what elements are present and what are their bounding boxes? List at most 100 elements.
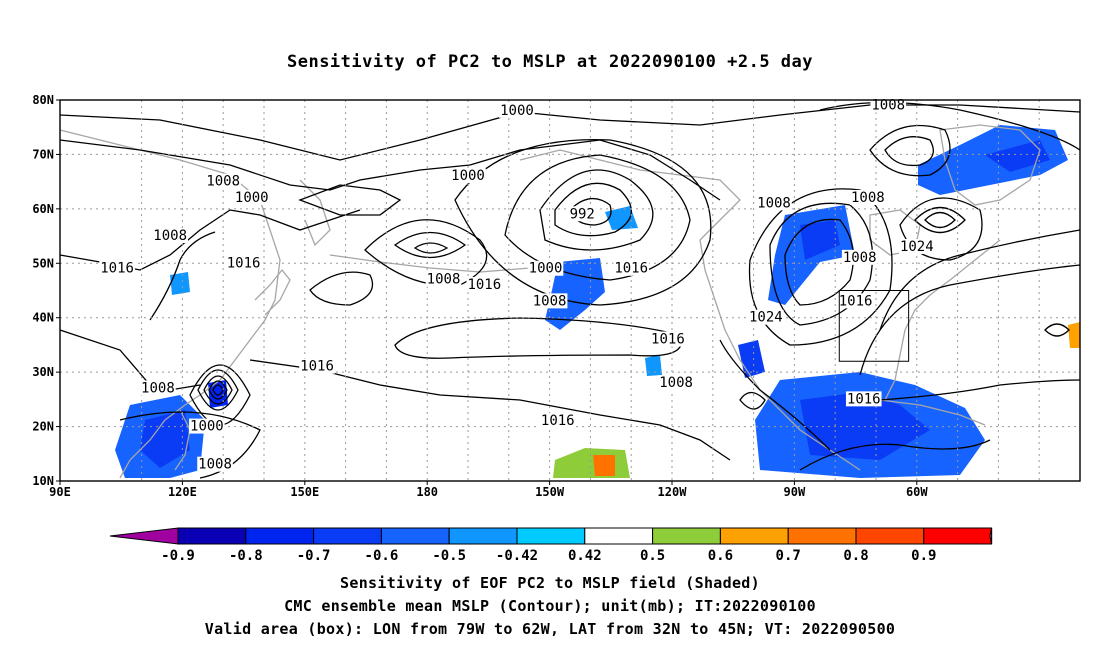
contour-label: 1016: [227, 255, 261, 271]
colorbar-segment: [855, 527, 925, 545]
contour-label: 1000: [190, 419, 224, 435]
contour-ne-1: [819, 101, 1081, 151]
contour-label: 992: [570, 206, 595, 222]
colorbar-tick-label: 0.7: [776, 548, 801, 564]
shade-small-2: [645, 355, 662, 376]
map-title: Sensitivity of PC2 to MSLP at 2022090100…: [286, 52, 813, 72]
coast-caribbean: [879, 399, 986, 426]
contour-g: [364, 219, 488, 287]
lon-tick-label: 180: [416, 485, 438, 499]
contour-low-east-1: [914, 206, 966, 234]
contour-label-bg: [845, 391, 882, 407]
typhoon-ring-3: [208, 380, 228, 400]
contour-label: 1016: [100, 261, 134, 277]
contour-label: 1008: [757, 195, 791, 211]
lon-tick-label: 150E: [290, 485, 319, 499]
contour-low-east-2: [924, 211, 956, 229]
contour-greenland-low-2: [884, 136, 934, 167]
contour-label-bg: [225, 255, 262, 271]
contour-label-bg: [140, 380, 176, 396]
contour-label: 1000: [235, 190, 269, 206]
contour-m: [394, 317, 683, 359]
lat-tick-label: 30N: [32, 365, 54, 379]
coast-japan: [254, 268, 291, 316]
contour-label-bg: [499, 102, 535, 118]
coast-na-west: [699, 239, 861, 471]
colorbar-tick-label: 0.9: [911, 548, 936, 564]
typhoon-ring-1: [197, 369, 239, 411]
contour-small-ring: [1044, 323, 1070, 337]
lon-tick-label: 120W: [658, 485, 688, 499]
contour-label: 1000: [451, 168, 485, 184]
contour-na-high-2: [784, 218, 854, 306]
colorbar-tick-label: 0.8: [843, 548, 868, 564]
colorbar-segment: [719, 527, 789, 545]
contour-greenland-low-1: [869, 124, 951, 177]
shade-baja: [738, 340, 765, 378]
shade-small-1: [605, 206, 638, 230]
colorbar-segment: [584, 527, 654, 545]
colorbar-segment: [380, 527, 450, 545]
contour-k: [504, 154, 691, 281]
contour-label: 1016: [541, 413, 575, 429]
contour-w-1: [149, 231, 216, 321]
contour-label-bg: [539, 413, 576, 429]
contour-na-high-1: [769, 202, 874, 326]
caption-line-2: CMC ensemble mean MSLP (Contour); unit(m…: [284, 597, 816, 615]
contour-label: 1008: [198, 457, 232, 473]
colorbar-segment: [177, 527, 247, 545]
shade-east-asia-inner: [140, 410, 190, 468]
contour-label-bg: [152, 228, 188, 244]
contour-label: 1008: [659, 375, 693, 391]
colorbar-tick-label: -0.9: [161, 548, 195, 564]
coast-alaska: [519, 149, 741, 241]
lat-tick-label: 80N: [32, 93, 54, 107]
contour-d: [298, 184, 402, 216]
contour-label-bg: [466, 277, 503, 293]
contour-label-bg: [658, 375, 694, 391]
lon-tick-label: 60W: [906, 485, 928, 499]
contour-label: 1016: [839, 293, 873, 309]
contour-label-bg: [756, 195, 792, 211]
contour-label-bg: [841, 249, 878, 265]
shade-small-3: [170, 272, 190, 295]
colorbar-segment: [787, 527, 857, 545]
colorbar-tick-label: -0.7: [297, 548, 331, 564]
shaded-regions: [115, 125, 1080, 478]
shade-greenland-inner: [985, 140, 1050, 172]
contour-label: 1008: [851, 190, 885, 206]
axis-labels: 90E 120E 150E 180 150W 120W 90W 60W 80N 70N 60N 50N…: [32, 93, 928, 499]
lat-tick-label: 10N: [32, 474, 54, 488]
contour-label: 1016: [300, 359, 334, 375]
contour-label-bg: [197, 456, 233, 472]
colorbar-segment: [448, 527, 518, 545]
contour-label-bg: [899, 238, 935, 254]
contour-label-bg: [299, 358, 335, 374]
colorbar-segment: [245, 527, 315, 545]
coast-greenland: [939, 124, 1041, 206]
contour-label: 1016: [467, 277, 501, 293]
shade-namerica-west-inner: [800, 220, 840, 260]
contour-o: [59, 329, 201, 391]
valid-area-box: [838, 290, 910, 362]
contour-label: 1008: [153, 228, 187, 244]
coast-asia: [59, 129, 281, 479]
colorbar: -0.9 -0.8 -0.7 -0.6 -0.5 -0.42 0.42 0.5 0.6 0.7 0.…: [109, 527, 993, 564]
coast-philippines: [174, 409, 191, 471]
contour-label: 1000: [500, 103, 534, 119]
contour-atl-2: [859, 264, 1081, 376]
shade-gulf-inner: [800, 392, 930, 460]
contour-label: 1008: [871, 97, 905, 113]
shade-orange-patch: [593, 455, 615, 476]
contour-label: 1016: [847, 391, 881, 407]
contour-label-bg: [205, 173, 241, 189]
contour-label: 1008: [843, 250, 877, 266]
colorbar-high-arrow: [989, 527, 993, 545]
contour-sw: [799, 439, 991, 471]
contour-label-bg: [99, 260, 135, 276]
contour-label-bg: [613, 260, 649, 276]
contour-atl-3: [879, 379, 1081, 401]
contour-label-bg: [850, 189, 886, 205]
contour-f: [413, 242, 449, 254]
